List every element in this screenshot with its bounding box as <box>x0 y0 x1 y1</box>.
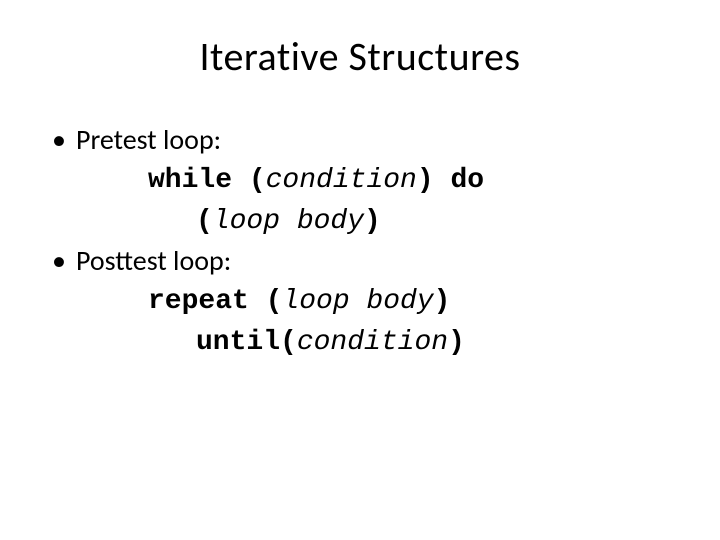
code-placeholder: condition <box>297 327 448 358</box>
code-punct: ( <box>196 206 213 237</box>
bullet-label: Posttest loop: <box>76 243 231 278</box>
code-placeholder: loop body <box>213 206 364 237</box>
code-line: repeat (loop body) <box>76 280 672 321</box>
code-keyword: repeat ( <box>148 286 282 317</box>
code-line: (loop body) <box>76 200 672 241</box>
bullet-item-pretest: Pretest loop: while (condition) do (loop… <box>48 121 672 240</box>
slide-content: Pretest loop: while (condition) do (loop… <box>48 121 672 362</box>
bullet-item-posttest: Posttest loop: repeat (loop body) until(… <box>48 242 672 361</box>
slide: Iterative Structures Pretest loop: while… <box>0 0 720 540</box>
code-keyword: until( <box>196 327 297 358</box>
code-line: until(condition) <box>76 321 672 362</box>
bullet-list: Pretest loop: while (condition) do (loop… <box>48 121 672 362</box>
code-punct: ) <box>448 327 465 358</box>
code-keyword: while ( <box>148 165 266 196</box>
bullet-label: Pretest loop: <box>76 122 221 157</box>
slide-title: Iterative Structures <box>48 32 672 81</box>
code-punct: ) <box>434 286 451 317</box>
code-placeholder: condition <box>266 165 417 196</box>
code-keyword: ) do <box>417 165 484 196</box>
code-line: while (condition) do <box>76 159 672 200</box>
code-placeholder: loop body <box>282 286 433 317</box>
code-punct: ) <box>364 206 381 237</box>
